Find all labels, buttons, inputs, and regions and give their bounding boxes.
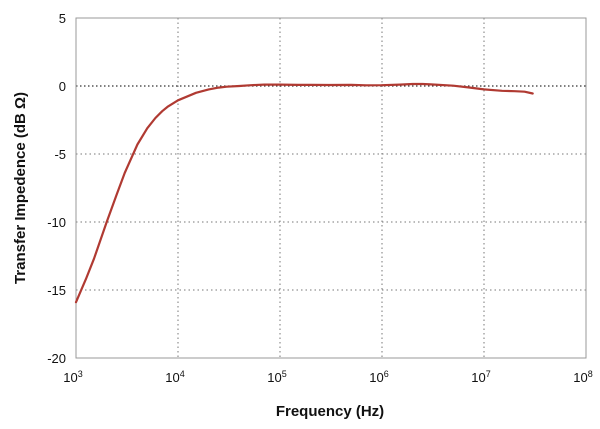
x-tick-label: 107 [471,369,490,385]
x-axis-title: Frequency (Hz) [276,403,384,420]
x-tick-label: 108 [573,369,592,385]
y-tick-label: 0 [59,79,66,94]
grid-layer [76,18,586,358]
y-tick-label: -20 [47,351,66,366]
plot-frame [75,17,587,359]
y-axis-title: Transfer Impedence (dB Ω) [12,92,29,284]
series-layer [74,82,534,304]
y-tick-label: 5 [59,11,66,26]
tick-label-layer: 103 104 105 106 107 108 5 0 -5 -10 -15 -20 [47,11,593,385]
y-tick-label: -10 [47,215,66,230]
y-tick-label: -15 [47,283,66,298]
x-tick-label: 104 [165,369,184,385]
x-tick-label: 105 [267,369,286,385]
y-tick-label: -5 [54,147,66,162]
impedance-series-line [74,82,534,304]
x-tick-label: 103 [63,369,82,385]
x-tick-label: 106 [369,369,388,385]
